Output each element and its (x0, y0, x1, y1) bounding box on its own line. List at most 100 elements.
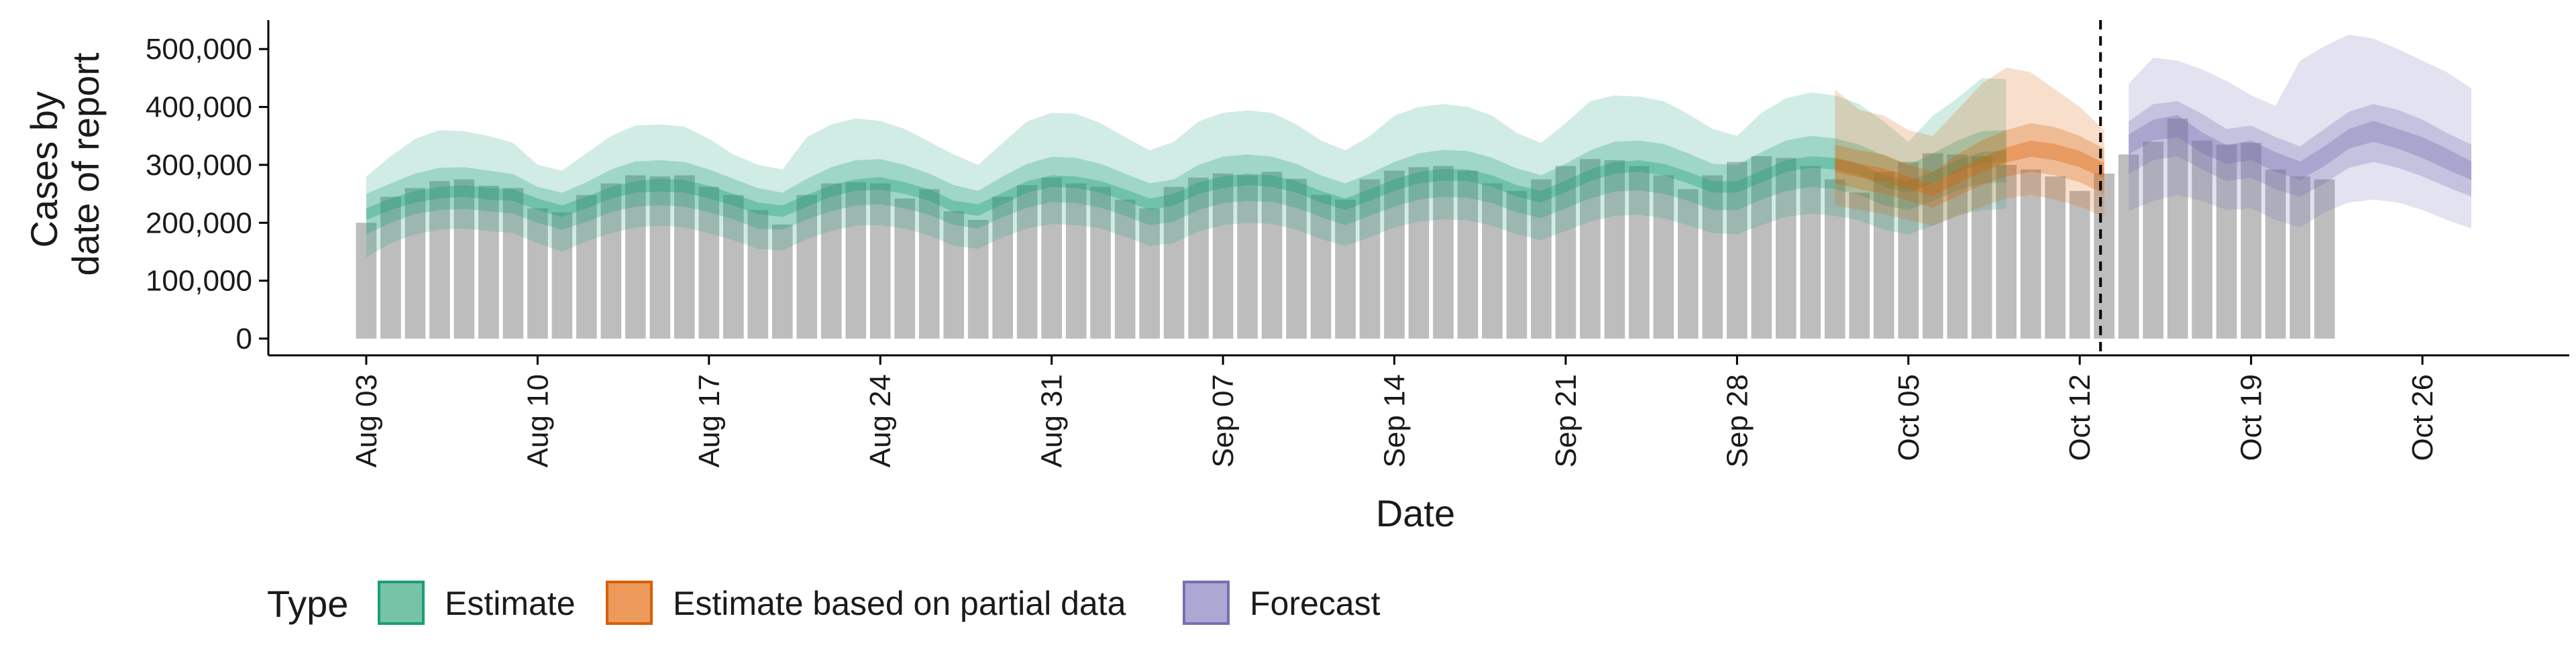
case-bar (698, 186, 720, 339)
case-bar (478, 186, 499, 339)
case-bar (1212, 173, 1234, 339)
case-bar (1555, 166, 1576, 339)
estimate-ribbon-50 (366, 130, 2006, 235)
x-ticks: Aug 03 Aug 10 Aug 17 Aug 24 Aug 31 Sep 07 Sep … (350, 355, 2439, 467)
legend-label: Estimate (445, 585, 576, 622)
case-bar (1457, 170, 1479, 339)
case-bar (2241, 143, 2261, 339)
y-tick-label: 400,000 (146, 91, 252, 124)
estimate-based-on-partial-data-ribbon-90 (1835, 67, 2104, 226)
case-bar (551, 212, 573, 339)
case-bar (722, 194, 744, 339)
case-bar (600, 183, 622, 339)
case-bar (1849, 192, 1870, 339)
case-bar (2216, 144, 2237, 339)
case-bar (1824, 179, 1845, 339)
case-bar (1335, 199, 1356, 339)
case-bar (2265, 169, 2286, 339)
x-tick-label: Aug 24 (864, 374, 897, 467)
case-bar (1971, 156, 1992, 339)
case-bar (1163, 186, 1185, 339)
estimate-ribbon-90 (366, 78, 2006, 258)
case-bar (1065, 183, 1087, 339)
case-bar (1408, 167, 1430, 339)
case-bar (405, 188, 426, 339)
x-tick-label: Aug 03 (350, 374, 383, 467)
case-bar (2094, 173, 2115, 339)
case-bar (918, 189, 940, 339)
y-axis-title-line-2: date of report (64, 52, 107, 276)
x-tick-label: Aug 10 (521, 374, 554, 467)
x-tick-label: Aug 31 (1036, 374, 1069, 467)
case-bar (576, 194, 597, 339)
case-bar (2143, 141, 2164, 339)
reported-cases-bars (356, 118, 2335, 339)
x-tick-label: Sep 28 (1721, 374, 1754, 467)
case-bar (967, 219, 989, 339)
case-bar (1041, 177, 1062, 339)
case-bar (429, 181, 450, 339)
case-bar (1359, 179, 1381, 339)
case-bar (1922, 153, 1943, 339)
y-tick-label: 200,000 (146, 207, 252, 239)
case-bar (625, 175, 646, 339)
case-bar (2167, 118, 2188, 339)
case-bar (356, 223, 377, 339)
case-bar (943, 211, 965, 339)
case-bar (771, 224, 793, 339)
case-bar (1237, 175, 1258, 339)
case-bar (1800, 166, 1821, 339)
x-tick-label: Oct 19 (2235, 374, 2268, 461)
case-bar (649, 176, 671, 339)
y-tick-label: 100,000 (146, 265, 252, 298)
case-bar (674, 175, 695, 339)
x-tick-label: Sep 21 (1550, 374, 1582, 467)
y-axis-title-line-1: Cases by (23, 91, 65, 247)
case-bar (1580, 159, 1601, 339)
legend-label: Estimate based on partial data (673, 585, 1126, 622)
legend-swatch (606, 581, 653, 625)
case-bar (1286, 178, 1307, 339)
case-bar (1139, 208, 1160, 339)
case-bar (1482, 183, 1503, 339)
case-bar (1090, 186, 1111, 339)
y-ticks: 0 100,000 200,000 300,000 400,000 500,000 (146, 33, 268, 355)
x-tick-label: Oct 05 (1892, 374, 1925, 461)
case-bar (1727, 162, 1748, 339)
x-tick-label: Sep 14 (1379, 374, 1411, 467)
case-bar (1114, 199, 1136, 339)
case-bar (747, 210, 769, 339)
case-bar (1996, 164, 2017, 339)
y-axis-title: Cases by date of report (23, 52, 107, 276)
case-bar (380, 196, 401, 339)
case-bar (1310, 194, 1332, 339)
y-tick-label: 500,000 (146, 33, 252, 66)
case-bar (453, 179, 475, 339)
case-bar (1873, 172, 1894, 339)
legend-swatch (378, 581, 425, 625)
case-bar (2192, 140, 2212, 339)
case-bar (1629, 166, 1650, 339)
case-bar (1947, 154, 1968, 339)
case-bar (1531, 179, 1552, 339)
case-bar (845, 182, 867, 339)
case-bar (1433, 166, 1454, 339)
case-bar (2069, 190, 2090, 339)
case-bar (2314, 179, 2335, 339)
case-bar (1898, 162, 1919, 339)
estimate-based-on-partial-data-ribbon-20 (1835, 140, 2104, 196)
estimate-based-on-partial-data-ribbon-50 (1835, 123, 2104, 208)
case-bar (869, 183, 891, 339)
case-bar (2118, 154, 2139, 339)
case-bar (502, 188, 524, 339)
case-bar (1604, 160, 1625, 339)
case-bar (2045, 176, 2066, 339)
x-axis-title: Date (1376, 492, 1455, 534)
case-bar (1678, 189, 1699, 339)
case-bar (1506, 190, 1527, 339)
case-bar (1016, 185, 1038, 339)
case-bar (527, 208, 548, 339)
case-bar (992, 196, 1014, 339)
forecast-ribbon-90 (2129, 34, 2471, 229)
